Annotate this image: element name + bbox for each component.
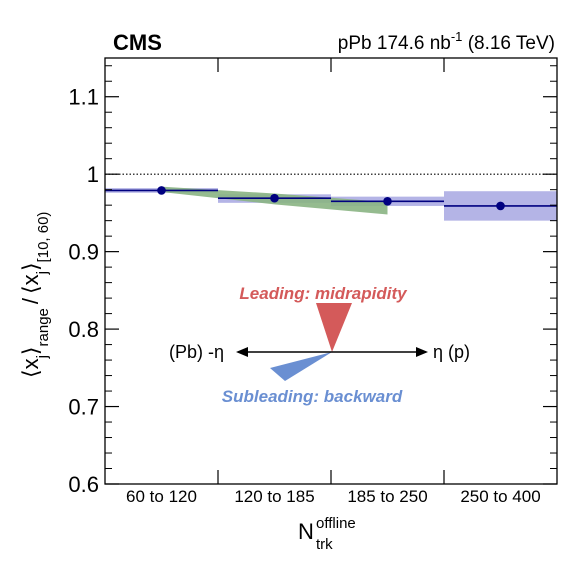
data-point-4 [496, 201, 505, 211]
y-title-sub1-j: j [34, 355, 51, 359]
eta-arrow-left [236, 347, 248, 357]
inset-illustration: Leading: midrapidity (Pb) -η η (p) Suble… [169, 284, 470, 406]
dataset-energy: (8.16 TeV) [468, 33, 555, 54]
y-tick-label: 0.7 [68, 395, 99, 420]
y-title-sub2-j: j [34, 271, 51, 275]
x-axis-title-subscript: trk [316, 536, 333, 553]
dataset-luminosity: pPb 174.6 nb [338, 33, 451, 54]
x-axis-title-main: N [298, 519, 314, 544]
eta-left-label: (Pb) -η [169, 342, 224, 362]
x-category-label: 60 to 120 [126, 487, 197, 506]
leading-cone [316, 303, 352, 352]
subleading-label: Subleading: backward [222, 387, 403, 406]
dataset-label: pPb 174.6 nb-1 (8.16 TeV) [338, 29, 555, 54]
y-title-close2: ⟩ [18, 262, 43, 271]
y-tick-label: 0.9 [68, 240, 99, 265]
x-axis-title-superscript: offline [316, 515, 356, 532]
axis-layer: 0.6 0.7 0.8 0.9 1 1.1 60 to 120 120 to 185 185 t… [68, 57, 558, 506]
y-axis-title-text: ⟨xj⟩range/⟨xj⟩[10, 60) [18, 212, 52, 378]
experiment-label: CMS [113, 30, 162, 55]
data-point-1 [157, 186, 166, 195]
y-tick-label: 1 [87, 162, 99, 187]
eta-arrow-right [416, 347, 428, 357]
data-point-3 [383, 196, 392, 206]
y-title-close1: ⟩ [18, 346, 43, 355]
x-category-label: 250 to 400 [460, 487, 540, 506]
series-layer [105, 186, 557, 211]
x-category-label: 120 to 185 [234, 487, 314, 506]
dataset-unit-exponent: -1 [451, 29, 463, 44]
subleading-cone [270, 352, 332, 381]
y-tick-label: 0.6 [68, 472, 99, 497]
y-tick-label: 0.8 [68, 317, 99, 342]
y-title-open2: ⟨x [18, 274, 43, 294]
y-title-sub2-range: [10, 60) [35, 212, 52, 263]
x-category-label: 185 to 250 [347, 487, 427, 506]
eta-right-label: η (p) [433, 342, 470, 362]
y-title-sub1-range: range [35, 308, 52, 346]
data-point-2 [270, 193, 279, 203]
y-title-open1: ⟨x [18, 358, 43, 378]
leading-label: Leading: midrapidity [239, 284, 408, 303]
y-title-slash: / [18, 297, 43, 304]
y-axis-title: ⟨xj⟩range/⟨xj⟩[10, 60) [18, 212, 52, 378]
y-tick-label: 1.1 [68, 85, 99, 110]
